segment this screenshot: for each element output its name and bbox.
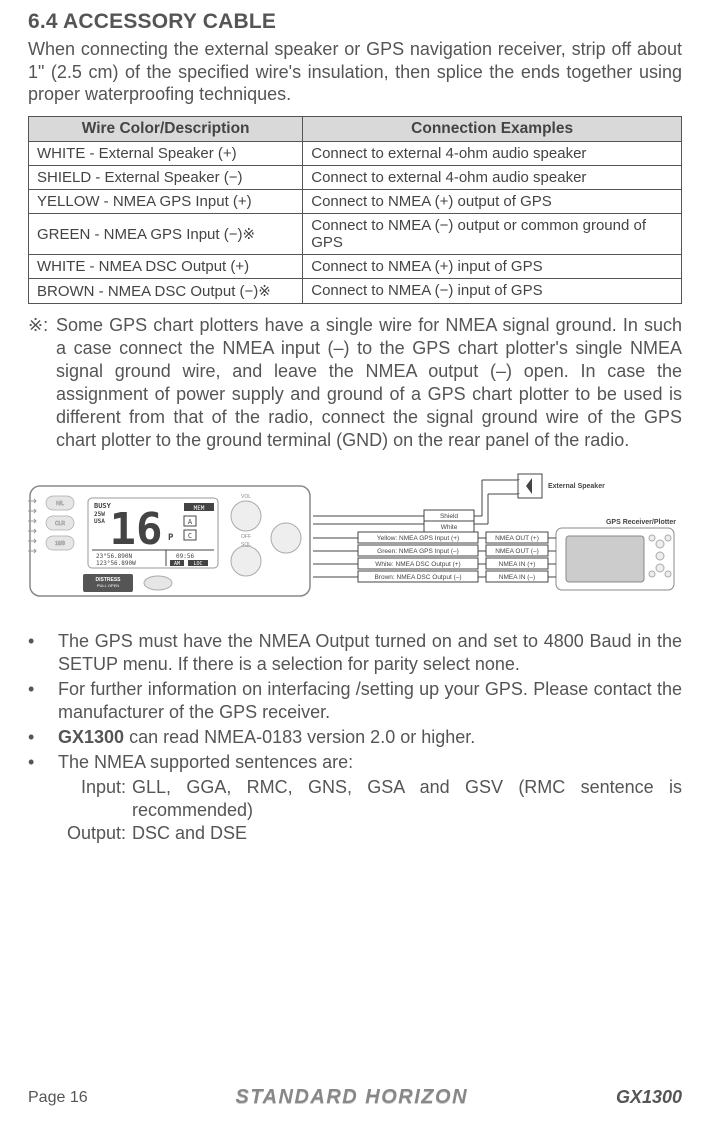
wire-label: White: NMEA DSC Output (+) xyxy=(375,561,460,568)
section-intro: When connecting the external speaker or … xyxy=(28,38,682,106)
cell: Connect to external 4-ohm audio speaker xyxy=(303,165,682,189)
lcd-channel: 16 xyxy=(110,504,163,555)
bullet-text: For further information on interfacing /… xyxy=(58,678,682,724)
table-row: WHITE - External Speaker (+)Connect to e… xyxy=(29,141,682,165)
btn-label: H/L xyxy=(56,501,64,507)
knob-label: SQL xyxy=(241,542,251,548)
bullet-text: GX1300 can read NMEA-0183 version 2.0 or… xyxy=(58,726,682,749)
gps-port: NMEA IN (–) xyxy=(499,574,535,581)
cell: YELLOW - NMEA GPS Input (+) xyxy=(29,189,303,213)
lcd-text: 123°56.890W xyxy=(96,560,136,567)
gps-port: NMEA OUT (+) xyxy=(495,535,539,542)
gps-port: NMEA OUT (–) xyxy=(495,548,539,555)
lcd-text: USA xyxy=(94,518,105,525)
lcd-text: 09:56 xyxy=(176,553,194,560)
cell: SHIELD - External Speaker (−) xyxy=(29,165,303,189)
cell: BROWN - NMEA DSC Output (−)※ xyxy=(29,278,303,303)
gps-label: GPS Receiver/Plotter xyxy=(606,519,676,526)
wire-label: Yellow: NMEA GPS Input (+) xyxy=(377,535,459,542)
bullet-dot: • xyxy=(28,630,58,676)
pull-label: PULL OPEN xyxy=(97,583,119,588)
bullet-dot: • xyxy=(28,751,58,774)
knob-label: VOL xyxy=(241,494,251,500)
page-footer: Page 16 STANDARD HORIZON GX1300 xyxy=(28,1086,682,1109)
th-conn: Connection Examples xyxy=(303,116,682,141)
bullet-text: The GPS must have the NMEA Output turned… xyxy=(58,630,682,676)
cell: GREEN - NMEA GPS Input (−)※ xyxy=(29,213,303,254)
wire-label: White xyxy=(441,524,458,531)
lcd-text: 23°56.890N xyxy=(96,553,133,560)
lcd-text: C xyxy=(188,532,192,540)
cell: WHITE - NMEA DSC Output (+) xyxy=(29,254,303,278)
input-value: GLL, GGA, RMC, GNS, GSA and GSV (RMC sen… xyxy=(132,776,682,822)
ext-speaker-label: External Speaker xyxy=(548,483,605,490)
table-row: WHITE - NMEA DSC Output (+)Connect to NM… xyxy=(29,254,682,278)
note-symbol: ※: xyxy=(28,314,56,452)
lcd-text: P xyxy=(168,533,174,543)
lcd-text: 25W xyxy=(94,511,105,518)
btn-label: 16/9 xyxy=(55,541,65,547)
knob-label: OFF xyxy=(241,534,251,540)
btn-label: CLR xyxy=(55,521,65,527)
lcd-text: MEM xyxy=(194,505,205,512)
table-row: BROWN - NMEA DSC Output (−)※Connect to N… xyxy=(29,278,682,303)
asterisk-note: ※: Some GPS chart plotters have a single… xyxy=(28,314,682,452)
th-wire: Wire Color/Description xyxy=(29,116,303,141)
bullet-suffix: can read NMEA-0183 version 2.0 or higher… xyxy=(124,727,475,747)
wire-label: Shield xyxy=(440,513,458,520)
wiring-diagram: H/L CLR 16/9 BUSY 25W USA 16 xyxy=(28,466,682,616)
wire-label: Green: NMEA GPS Input (–) xyxy=(377,548,459,555)
page-number: Page 16 xyxy=(28,1089,88,1107)
table-row: GREEN - NMEA GPS Input (−)※Connect to NM… xyxy=(29,213,682,254)
io-block: Input: GLL, GGA, RMC, GNS, GSA and GSV (… xyxy=(62,776,682,845)
model-bold: GX1300 xyxy=(58,727,124,747)
input-label: Input: xyxy=(62,776,132,822)
cell: Connect to NMEA (+) input of GPS xyxy=(303,254,682,278)
bullet-text: The NMEA supported sentences are: xyxy=(58,751,682,774)
note-text: Some GPS chart plotters have a single wi… xyxy=(56,314,682,452)
cell: Connect to NMEA (+) output of GPS xyxy=(303,189,682,213)
table-row: YELLOW - NMEA GPS Input (+)Connect to NM… xyxy=(29,189,682,213)
model-name: GX1300 xyxy=(616,1087,682,1108)
bullet-list: •The GPS must have the NMEA Output turne… xyxy=(28,630,682,774)
output-label: Output: xyxy=(62,822,132,845)
output-value: DSC and DSE xyxy=(132,822,682,845)
lcd-text: AM xyxy=(174,561,180,567)
wire-label: Brown: NMEA DSC Output (–) xyxy=(374,574,461,581)
table-row: SHIELD - External Speaker (−)Connect to … xyxy=(29,165,682,189)
cell: Connect to NMEA (−) output or common gro… xyxy=(303,213,682,254)
cell: Connect to NMEA (−) input of GPS xyxy=(303,278,682,303)
bullet-dot: • xyxy=(28,678,58,724)
wire-table: Wire Color/Description Connection Exampl… xyxy=(28,116,682,304)
bullet-dot: • xyxy=(28,726,58,749)
lcd-text: LOC xyxy=(193,561,202,567)
brand-logo: STANDARD HORIZON xyxy=(236,1086,469,1109)
gps-port: NMEA IN (+) xyxy=(499,561,536,568)
cell: WHITE - External Speaker (+) xyxy=(29,141,303,165)
section-heading: 6.4 ACCESSORY CABLE xyxy=(28,10,682,34)
cell: Connect to external 4-ohm audio speaker xyxy=(303,141,682,165)
